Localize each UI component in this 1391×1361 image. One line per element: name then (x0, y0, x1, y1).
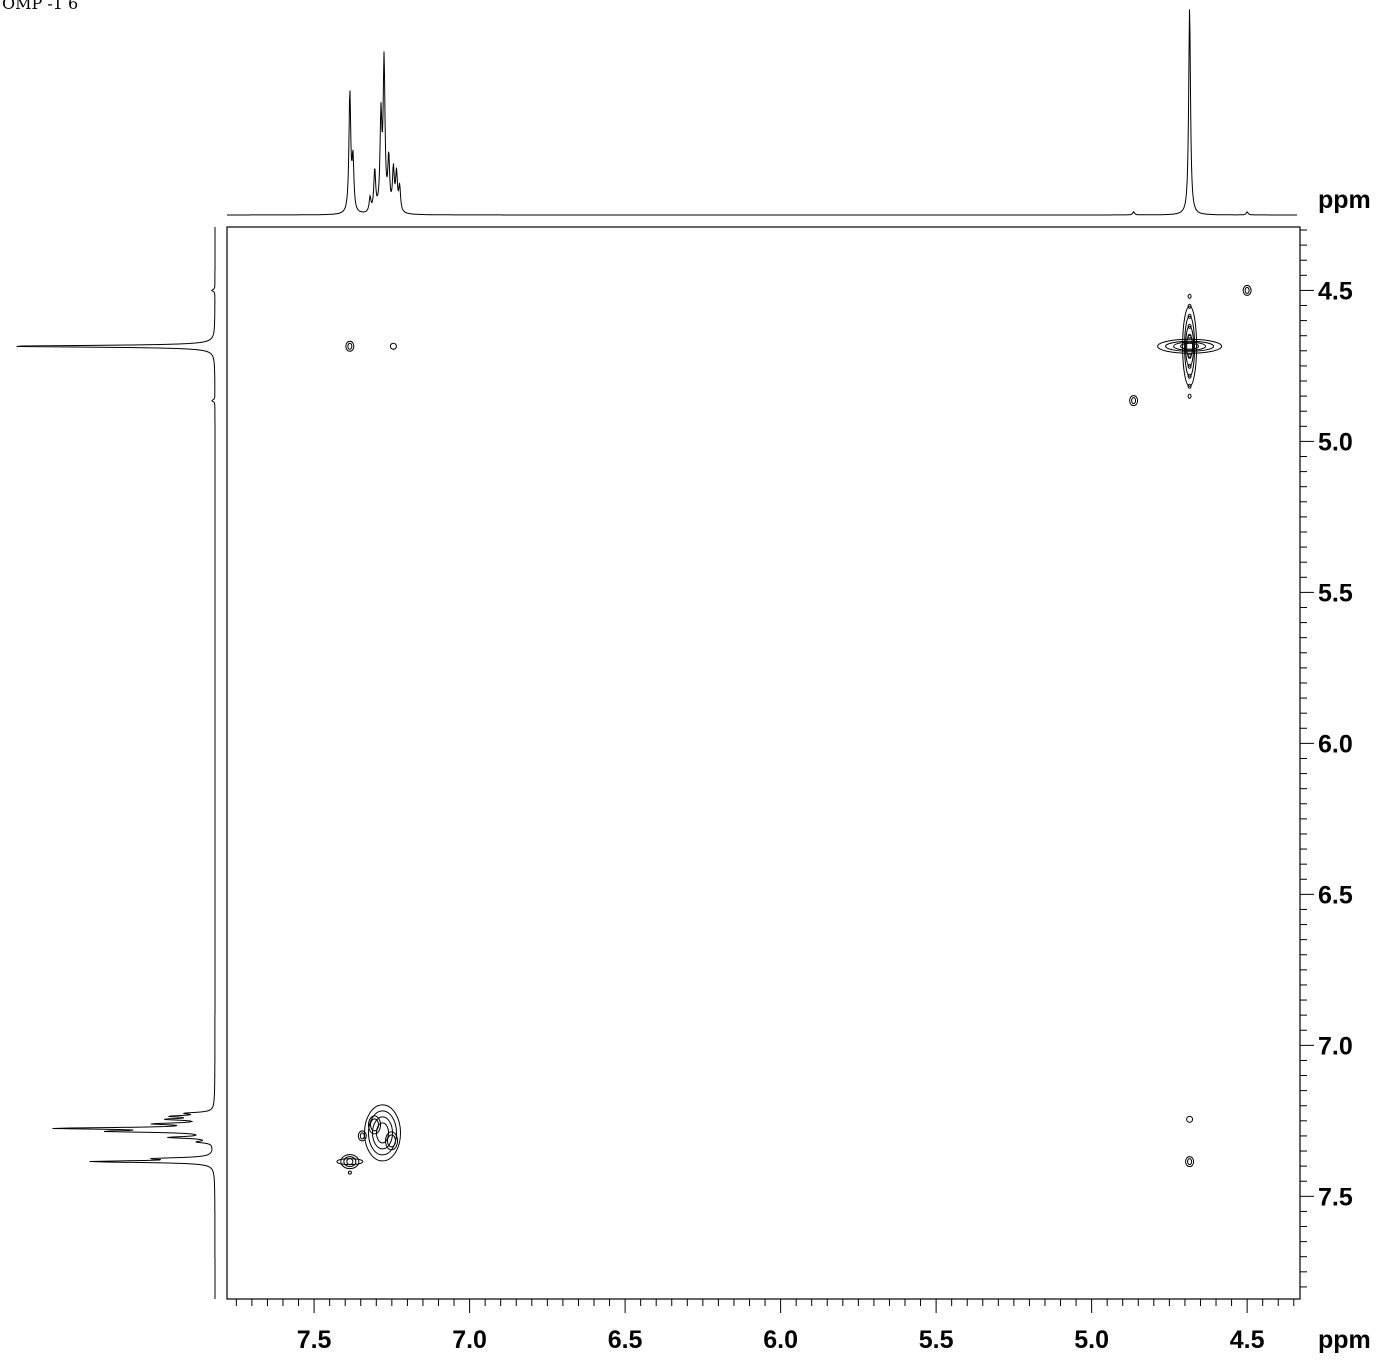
cross-peak-0-dot (1187, 323, 1192, 329)
cross-peak-0-dot (1187, 293, 1192, 299)
cross-peak-0-ring-y (1184, 315, 1196, 377)
cross-peak-0-ring-x (1157, 338, 1223, 354)
cross-peak-9-ring (359, 1132, 365, 1140)
cross-peak-2-ring (1131, 397, 1137, 405)
cross-peak-0-ring-x (1173, 341, 1207, 351)
cross-peak-0-ring-x (1180, 342, 1200, 350)
x-axis-unit-label: ppm (1318, 1326, 1371, 1354)
cross-peak-0-dot (1187, 313, 1192, 319)
cross-peak-8-sub (387, 1134, 397, 1148)
cross-peak-2-ring (1129, 395, 1139, 407)
cross-peak-3-ring (345, 340, 355, 352)
cross-peak-8-sub (368, 1115, 382, 1135)
cross-peak-4-ring (389, 342, 397, 350)
cross-peak-0-ring-y (1185, 325, 1195, 367)
x-tick-label: 6.5 (608, 1326, 643, 1354)
x-tick-label: 7.5 (297, 1326, 332, 1354)
y-axis: 4.5 5.0 5.5 6.0 6.5 7.0 7.5 (1299, 227, 1353, 1299)
cross-peak-0-dot (1187, 393, 1192, 399)
top-projection-trace (227, 9, 1297, 216)
cross-peak-7-ring (346, 1158, 354, 1166)
cross-peak-7-ring (343, 1156, 357, 1168)
y-tick-label: 5.0 (1318, 428, 1353, 456)
cross-peak-5-ring (1186, 1115, 1194, 1123)
cross-peak-6-ring (1187, 1158, 1193, 1166)
corner-label: OMP -1 6 (2, 0, 79, 13)
cross-peak-0-dot (1187, 383, 1192, 389)
x-tick-label: 4.5 (1230, 1326, 1265, 1354)
y-tick-label: 6.0 (1318, 730, 1353, 758)
cross-peak-0-dot (1187, 303, 1192, 309)
left-projection-trace (16, 227, 216, 1299)
cross-peak-8-sub (370, 1118, 380, 1132)
cross-peak-7-ring (340, 1154, 360, 1170)
cross-peak-0-dot (1187, 353, 1192, 359)
x-axis: 7.5 7.0 6.5 6.0 5.5 5.0 4.5 (227, 1298, 1300, 1354)
y-tick-label: 6.5 (1318, 881, 1353, 909)
cross-peak-0-ring-x (1165, 340, 1215, 352)
x-tick-label: 6.0 (763, 1326, 798, 1354)
cross-peak-1-ring (1242, 284, 1252, 296)
x-tick-label: 7.0 (452, 1326, 487, 1354)
cross-peak-3-ring (347, 342, 353, 350)
cross-peak-1-ring (1244, 286, 1250, 294)
cross-peak-8-ring (368, 1110, 398, 1156)
cross-peak-0-dot (1187, 333, 1192, 339)
cross-peak-0-dot (1187, 363, 1192, 369)
cross-peak-6-ring (1185, 1156, 1195, 1168)
y-tick-label: 7.0 (1318, 1032, 1353, 1060)
cross-peak-9-ring (357, 1130, 367, 1142)
x-tick-label: 5.0 (1074, 1326, 1109, 1354)
cross-peak-8-sub (385, 1131, 399, 1151)
cross-peak-7-dot (347, 1170, 352, 1175)
left-projection-spectrum (16, 227, 216, 1299)
cross-peaks-layer (336, 284, 1252, 1175)
cross-peak-8-ring (364, 1104, 402, 1162)
cross-peak-0-dot (1187, 373, 1192, 379)
cross-peak-0-ring-y (1186, 334, 1194, 358)
cross-peak-0-ring-y (1182, 305, 1198, 387)
top-projection-spectrum (227, 9, 1297, 216)
y-axis-unit-label: ppm (1318, 186, 1371, 214)
y-tick-label: 4.5 (1318, 277, 1353, 305)
y-tick-label: 5.5 (1318, 579, 1353, 607)
y-tick-label: 7.5 (1318, 1183, 1353, 1211)
cross-peak-7-ring (336, 1158, 364, 1166)
x-tick-label: 5.5 (919, 1326, 954, 1354)
